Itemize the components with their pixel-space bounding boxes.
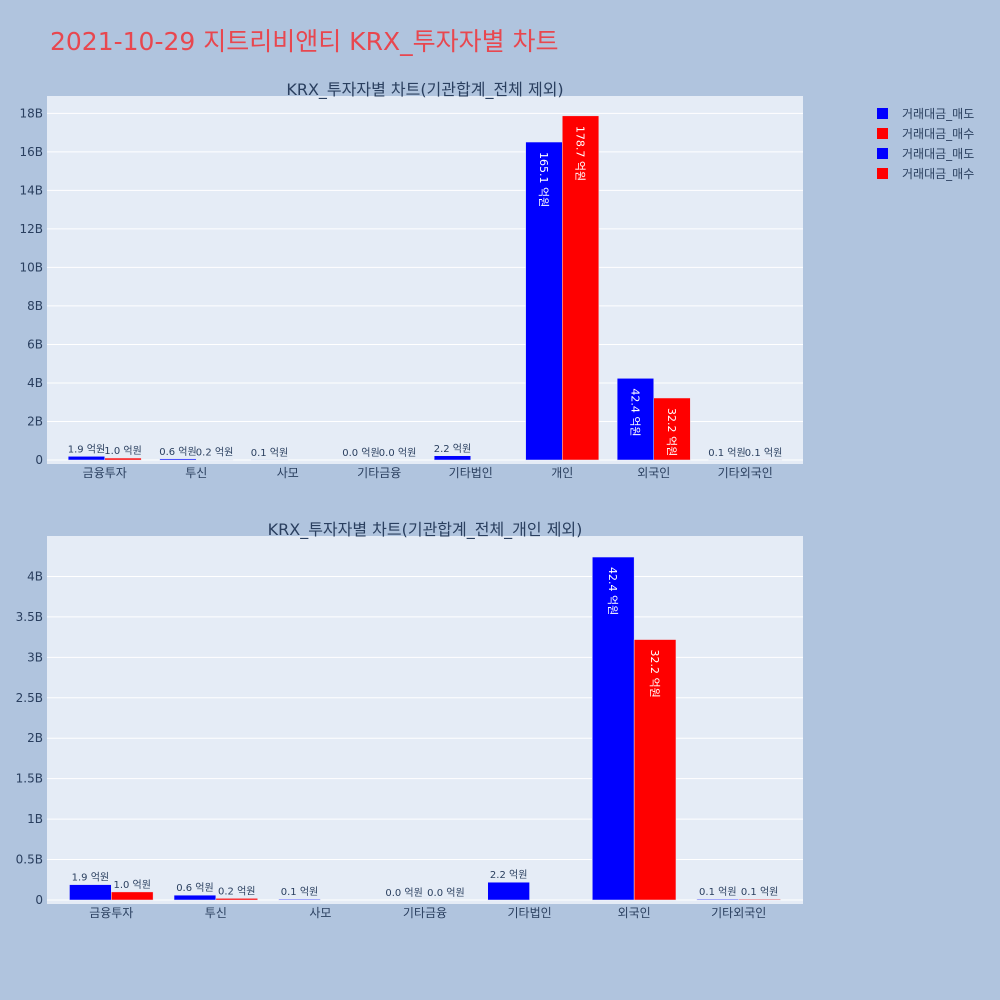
x-tick-label: 기타금융 [357, 466, 401, 480]
y-tick-label: 6B [27, 337, 43, 351]
bar [104, 457, 142, 461]
y-tick-label: 2B [27, 731, 43, 745]
legend-label: 거래대금_매도 [902, 147, 974, 161]
x-tick-label: 외국인 [618, 906, 651, 920]
bar [562, 115, 600, 461]
data-label: 0.6 억원 [176, 882, 213, 894]
y-tick-label: 16B [19, 145, 43, 159]
chart-title: KRX_투자자별 차트(기관합계_전체 제외) [286, 80, 563, 100]
data-label: 0.0 억원 [385, 887, 422, 899]
bar [278, 898, 321, 901]
legend-label: 거래대금_매도 [902, 107, 974, 121]
data-label: 0.6 억원 [159, 446, 196, 458]
chart-panel-2: 0 0.5B 1B 1.5B 2B 2.5B 3B 3.5B 4B KRX_투자자별 차트(기관합… [16, 520, 803, 920]
data-label: 42.4 억원 [628, 388, 641, 436]
y-tick-label: 1.5B [16, 772, 43, 786]
data-label: 0.0 억원 [427, 887, 464, 899]
x-tick-label: 기타금융 [403, 906, 447, 920]
bar [111, 891, 154, 901]
data-label: 2.2 억원 [490, 869, 527, 881]
data-label: 0.1 억원 [708, 447, 745, 459]
data-label: 0.0 억원 [342, 447, 379, 459]
y-tick-label: 12B [19, 222, 43, 236]
y-tick-label: 3B [27, 650, 43, 664]
bar [215, 898, 258, 901]
data-label: 0.2 억원 [196, 447, 233, 459]
x-tick-label: 금융투자 [83, 466, 127, 480]
y-tick-label: 10B [19, 260, 43, 274]
bar [616, 378, 655, 461]
bar [433, 455, 471, 461]
y-tick-label: 0.5B [16, 853, 43, 867]
data-label: 1.9 억원 [68, 443, 105, 455]
bar [738, 898, 781, 901]
bar [696, 898, 739, 901]
bar [592, 556, 635, 901]
legend-label: 거래대금_매수 [902, 167, 974, 181]
x-tick-label: 투신 [205, 906, 227, 920]
legend-swatch [877, 128, 888, 139]
data-label: 0.1 억원 [741, 886, 778, 898]
y-tick-label: 3.5B [16, 610, 43, 624]
x-tick-label: 금융투자 [89, 906, 133, 920]
bar [653, 397, 691, 461]
legend-swatch [877, 108, 888, 119]
chart-title: KRX_투자자별 차트(기관합계_전체_개인 제외) [268, 520, 583, 540]
data-label: 0.1 억원 [745, 447, 782, 459]
bar [159, 458, 197, 461]
y-tick-label: 1B [27, 812, 43, 826]
y-tick-label: 2B [27, 414, 43, 428]
data-label: 0.1 억원 [699, 886, 736, 898]
data-label: 0.2 억원 [218, 885, 255, 897]
data-label: 0.1 억원 [281, 886, 318, 898]
bar [633, 639, 677, 901]
data-label: 0.1 억원 [251, 447, 288, 459]
y-tick-label: 4B [27, 569, 43, 583]
y-tick-label: 18B [19, 106, 43, 120]
y-tick-label: 14B [19, 183, 43, 197]
bar [67, 456, 105, 461]
data-label: 1.0 억원 [104, 445, 141, 457]
y-tick-label: 2.5B [16, 691, 43, 705]
legend-label: 거래대금_매수 [902, 127, 974, 141]
data-label: 2.2 억원 [434, 443, 471, 455]
data-label: 1.0 억원 [113, 879, 150, 891]
data-label: 165.1 억원 [537, 152, 550, 207]
bar [487, 881, 530, 901]
bar [173, 894, 217, 901]
x-tick-label: 기타법인 [449, 466, 493, 480]
bar [525, 141, 563, 461]
data-label: 0.0 억원 [379, 447, 416, 459]
y-tick-label: 4B [27, 376, 43, 390]
x-tick-label: 개인 [551, 466, 573, 480]
y-tick-label: 0 [35, 893, 43, 907]
data-label: 1.9 억원 [72, 872, 109, 884]
x-tick-label: 기타외국인 [718, 466, 773, 480]
x-tick-label: 기타법인 [507, 906, 551, 920]
chart-panel-1: 0 2B 4B 6B 8B 10B 12B 14B 16B 18B KRX_투자자별 차트(기관합계… [19, 80, 803, 480]
legend-swatch [877, 168, 888, 179]
plot-area [47, 536, 803, 904]
data-label: 178.7 억원 [574, 126, 587, 181]
y-tick-label: 8B [27, 299, 43, 313]
x-tick-label: 사모 [277, 466, 299, 480]
bar [69, 884, 112, 901]
y-tick-label: 0 [35, 453, 43, 467]
x-tick-label: 사모 [309, 906, 331, 920]
x-tick-label: 외국인 [637, 466, 670, 480]
x-tick-label: 투신 [185, 466, 207, 480]
legend-swatch [877, 148, 888, 159]
data-label: 42.4 억원 [606, 567, 619, 615]
data-label: 32.2 억원 [665, 408, 678, 456]
main-title: 2021-10-29 지트리비앤티 KRX_투자자별 차트 [50, 27, 559, 56]
x-tick-label: 기타외국인 [711, 906, 766, 920]
data-label: 32.2 억원 [648, 650, 661, 698]
